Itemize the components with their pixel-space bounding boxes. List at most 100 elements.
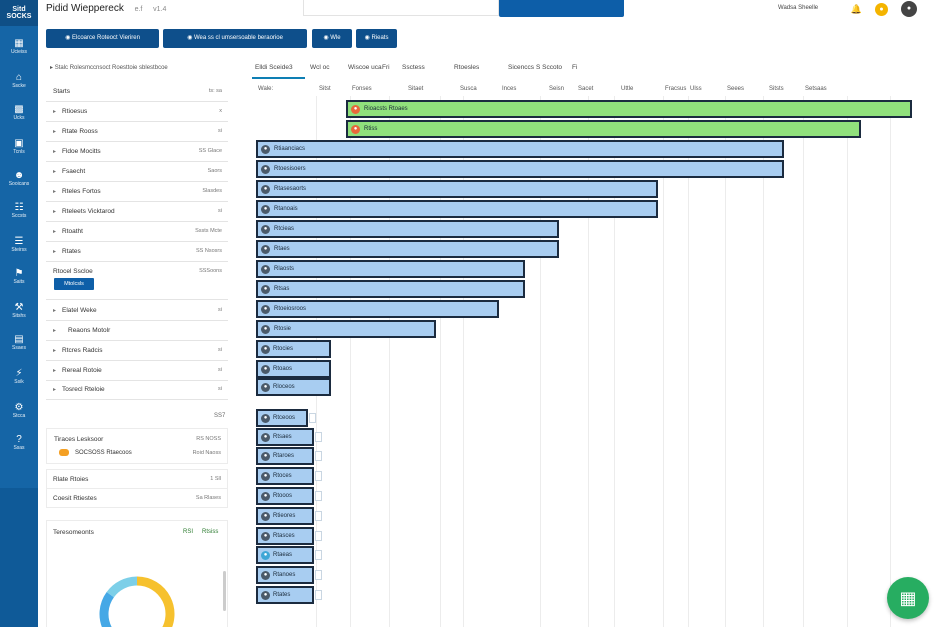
list-item[interactable]: ▸ Rtate Rooss si bbox=[46, 122, 228, 142]
rail-logo[interactable]: Sitd SOCKS bbox=[0, 0, 38, 26]
breadcrumb-item[interactable]: Wiscoe uca bbox=[348, 64, 382, 71]
tab-active[interactable]: Elldi Sceide3 bbox=[255, 64, 293, 71]
breadcrumb-item[interactable]: S Sccoto bbox=[536, 64, 563, 71]
bar-end-handle[interactable] bbox=[315, 432, 322, 442]
filter-button[interactable]: ◉ Wea ss cl umsersoable beraorioe bbox=[163, 29, 307, 48]
list-item-value: si bbox=[218, 128, 222, 134]
gantt-bar[interactable]: ● Rioacsts Rtoaes bbox=[346, 100, 912, 118]
coin-icon[interactable]: ● bbox=[875, 3, 888, 16]
user-name[interactable]: Wadsa Sheelle bbox=[778, 5, 819, 11]
gantt-bar[interactable]: ● Rlaosts bbox=[256, 260, 525, 278]
bar-end-handle[interactable] bbox=[315, 451, 322, 461]
sidebar-item-ucieiss[interactable]: ▦ Ucieiss bbox=[0, 38, 38, 66]
export-button[interactable]: ◉ Rieats bbox=[356, 29, 397, 48]
gantt-bar[interactable]: ● Rtsaes bbox=[256, 428, 314, 446]
scrollbar[interactable] bbox=[223, 571, 226, 611]
sidebar-item-ssas[interactable]: ? Ssas bbox=[0, 434, 38, 462]
gantt-bar[interactable]: ● Rtoesisoers bbox=[256, 160, 784, 178]
gantt-bar[interactable]: ● Rtasesaorts bbox=[256, 180, 658, 198]
search-input[interactable] bbox=[303, 0, 499, 16]
gantt-bar[interactable]: ● Rtaeas bbox=[256, 546, 314, 564]
grid-line bbox=[763, 96, 764, 627]
gantt-bar[interactable]: ● Rtoaos bbox=[256, 360, 331, 378]
list-item[interactable]: ▸ Rtoatht Sssts Mcte bbox=[46, 222, 228, 242]
sidebar-item-sccsts[interactable]: ☷ Sccsts bbox=[0, 202, 38, 230]
bar-end-handle[interactable] bbox=[315, 550, 322, 560]
gantt-bar[interactable]: ● Rtiaanciacs bbox=[256, 140, 784, 158]
bar-end-handle[interactable] bbox=[315, 570, 322, 580]
gantt-bar[interactable]: ● Rtasces bbox=[256, 527, 314, 545]
sidebar-item-steirss[interactable]: ☰ Steirss bbox=[0, 236, 38, 264]
avatar[interactable]: ● bbox=[901, 1, 917, 17]
list-item[interactable]: ▸ Rtioesus x bbox=[46, 102, 228, 122]
sidebar-item-sscke[interactable]: ⌂ Sscke bbox=[0, 72, 38, 100]
bar-end-handle[interactable] bbox=[315, 590, 322, 600]
gantt-bar[interactable]: ● Rtsas bbox=[256, 280, 525, 298]
status-dot-icon bbox=[59, 449, 69, 456]
bar-end-handle[interactable] bbox=[315, 511, 322, 521]
create-project-button[interactable]: ◉ Elcoarce Roteoct Vieriren bbox=[46, 29, 159, 48]
list-item[interactable]: ▸ Tosrecl Rteloie si bbox=[46, 380, 228, 400]
gantt-bar[interactable]: ● Rloceos bbox=[256, 378, 331, 396]
stat-row[interactable]: Coesit Rtiestes Sa Rlases bbox=[46, 488, 228, 508]
gantt-bar[interactable]: ● Rtieores bbox=[256, 507, 314, 525]
list-item[interactable]: ▸ Fsaecht Saors bbox=[46, 162, 228, 182]
breadcrumb-item[interactable]: Ssctess bbox=[402, 64, 425, 71]
gantt-bar[interactable]: ● Rtoces bbox=[256, 467, 314, 485]
breadcrumb-item[interactable]: Fi bbox=[572, 64, 578, 71]
gantt-bar[interactable]: ● Rtcieas bbox=[256, 220, 559, 238]
list-item[interactable]: ▸ Rereal Rotoie si bbox=[46, 361, 228, 381]
gantt-bar-label: Rioacsts Rtoaes bbox=[364, 106, 408, 112]
bar-end-handle[interactable] bbox=[309, 413, 316, 423]
summary-card[interactable]: Tiraces Lesksoor RS NOSS SOCSOSS Rtaecoo… bbox=[46, 428, 228, 464]
export-label: Rieats bbox=[371, 35, 389, 41]
gantt-bar[interactable]: ● Rtiss bbox=[346, 120, 861, 138]
sidebar-item-ucks[interactable]: ▩ Ucks bbox=[0, 104, 38, 132]
gantt-bar[interactable]: ● Rtocies bbox=[256, 340, 331, 358]
sidebar-item-sooicans[interactable]: ☻ Sooicans bbox=[0, 170, 38, 198]
breadcrumb-item[interactable]: Fri bbox=[382, 64, 390, 71]
list-item[interactable]: ▸ Rteles Fortos Slasdes bbox=[46, 182, 228, 202]
gantt-bar[interactable]: ● Rtosie bbox=[256, 320, 436, 338]
breadcrumb-item[interactable]: Sicenccs bbox=[508, 64, 535, 71]
donut-segment-1[interactable] bbox=[136, 576, 175, 627]
gantt-bar[interactable]: ● Rtooos bbox=[256, 487, 314, 505]
list-item-value: si bbox=[218, 307, 222, 313]
list-item[interactable]: ▸ Fldoe Mocitts SS Glace bbox=[46, 142, 228, 162]
bell-icon[interactable]: 🔔 bbox=[850, 4, 863, 14]
sidebar-item-sitshs[interactable]: ⚒ Sitshs bbox=[0, 302, 38, 330]
list-item[interactable]: ▸ Rtates SS Nsosrs bbox=[46, 242, 228, 262]
sidebar-item-tcnls[interactable]: ▣ Tcnls bbox=[0, 138, 38, 166]
gantt-bar[interactable]: ● Rtceoos bbox=[256, 409, 308, 427]
chevron-right-icon: ▸ bbox=[53, 189, 57, 195]
header-action-button[interactable] bbox=[499, 0, 624, 17]
list-item[interactable]: Rtocel Sscloe SSSoons Mtolcsls bbox=[46, 262, 228, 300]
spreadsheet-icon[interactable]: ▦ bbox=[887, 577, 929, 619]
list-item[interactable]: Starts ts: sa bbox=[46, 82, 228, 102]
breadcrumb-item[interactable]: Rtoesles bbox=[454, 64, 480, 71]
breadcrumb-item[interactable]: Wcl oc bbox=[310, 64, 330, 71]
bar-end-handle[interactable] bbox=[315, 531, 322, 541]
sidebar-item-saits[interactable]: ⚑ Saits bbox=[0, 268, 38, 296]
view-button[interactable]: ◉ Wle bbox=[312, 29, 352, 48]
gantt-bar[interactable]: ● Rtoeiosroos bbox=[256, 300, 499, 318]
list-item[interactable]: ▸ Rtcres Radcis si bbox=[46, 341, 228, 361]
panel-title-text: Stalc Rolesmccnsoct Roesttoie sblestbcoe bbox=[54, 65, 168, 71]
gantt-bar[interactable]: ● Rtanoais bbox=[256, 200, 658, 218]
gantt-bar[interactable]: ● Rtaes bbox=[256, 240, 559, 258]
bar-end-handle[interactable] bbox=[315, 491, 322, 501]
list-item-button[interactable]: Mtolcsls bbox=[54, 278, 94, 290]
list-item[interactable]: ▸ Elatel Weke si bbox=[46, 301, 228, 321]
list-item[interactable]: ▸ Rteleets Vicktarod si bbox=[46, 202, 228, 222]
sidebar-item-ssik[interactable]: ⚡ Ssik bbox=[0, 368, 38, 396]
donut-segment-4[interactable] bbox=[106, 576, 138, 598]
gantt-bar[interactable]: ● Rtates bbox=[256, 586, 314, 604]
sidebar-item-ssaes[interactable]: ▤ Ssaes bbox=[0, 334, 38, 362]
list-item[interactable]: ▸ Reaons Motolr bbox=[46, 321, 228, 341]
sidebar-item-stcca[interactable]: ⚙ Stcca bbox=[0, 402, 38, 430]
gantt-bar[interactable]: ● Rtaroes bbox=[256, 447, 314, 465]
gantt-bar[interactable]: ● Rtanoes bbox=[256, 566, 314, 584]
donut-segment-3[interactable] bbox=[99, 591, 137, 627]
stat-row[interactable]: Rlate Rtoies 1 Sll bbox=[46, 469, 228, 489]
bar-end-handle[interactable] bbox=[315, 471, 322, 481]
